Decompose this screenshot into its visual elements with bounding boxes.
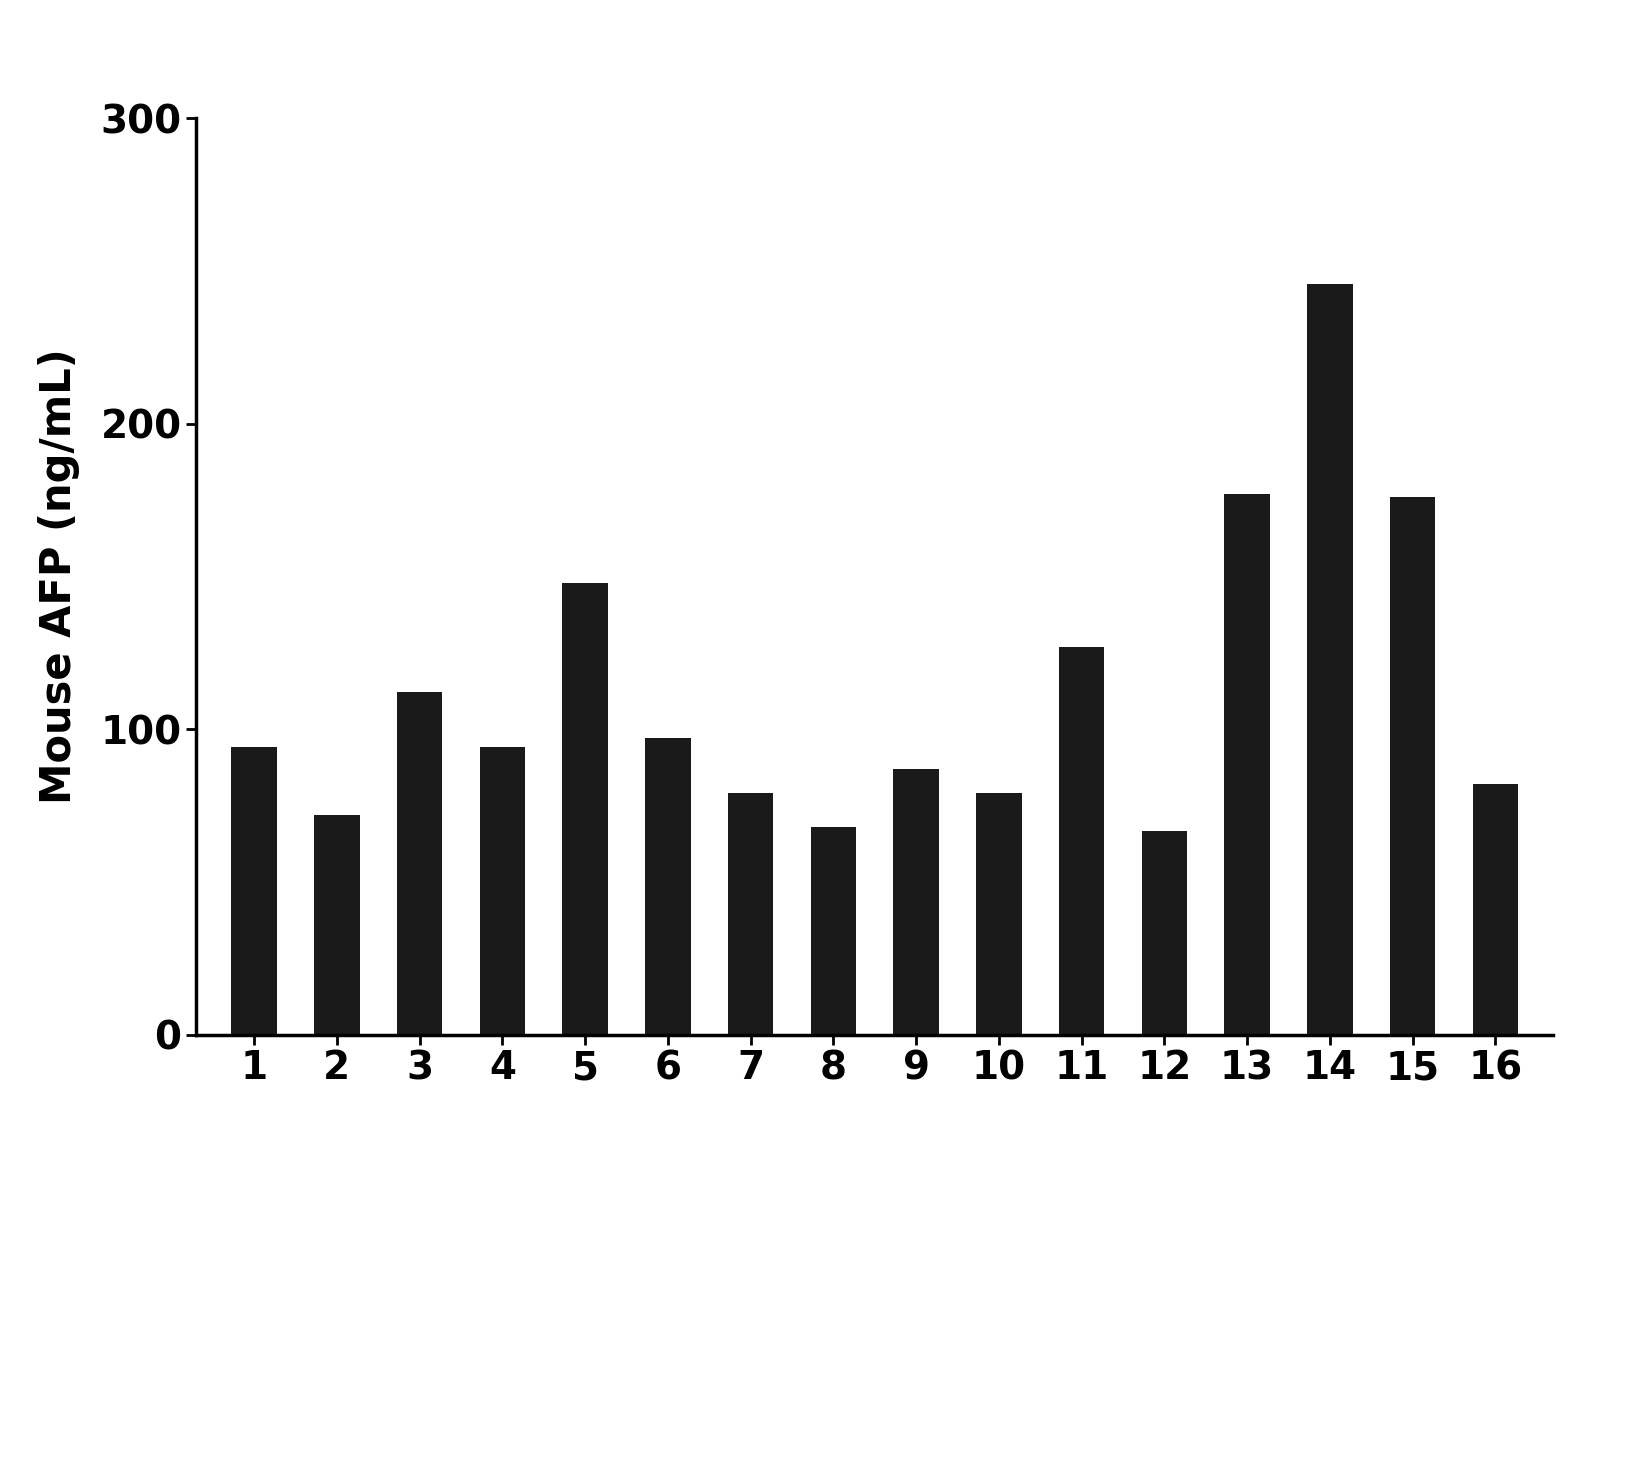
Bar [1473,785,1517,1035]
Bar [314,814,360,1035]
Bar [728,794,773,1035]
Bar [1225,494,1270,1035]
Bar [397,693,443,1035]
Y-axis label: Mouse AFP (ng/mL): Mouse AFP (ng/mL) [38,349,80,804]
Bar [1141,832,1187,1035]
Bar [1059,647,1104,1035]
Bar [232,748,276,1035]
Bar [893,769,938,1035]
Bar [562,582,608,1035]
Bar [479,748,525,1035]
Bar [811,826,857,1035]
Bar [1390,497,1436,1035]
Bar [976,794,1022,1035]
Bar [1306,284,1352,1035]
Bar [646,739,690,1035]
